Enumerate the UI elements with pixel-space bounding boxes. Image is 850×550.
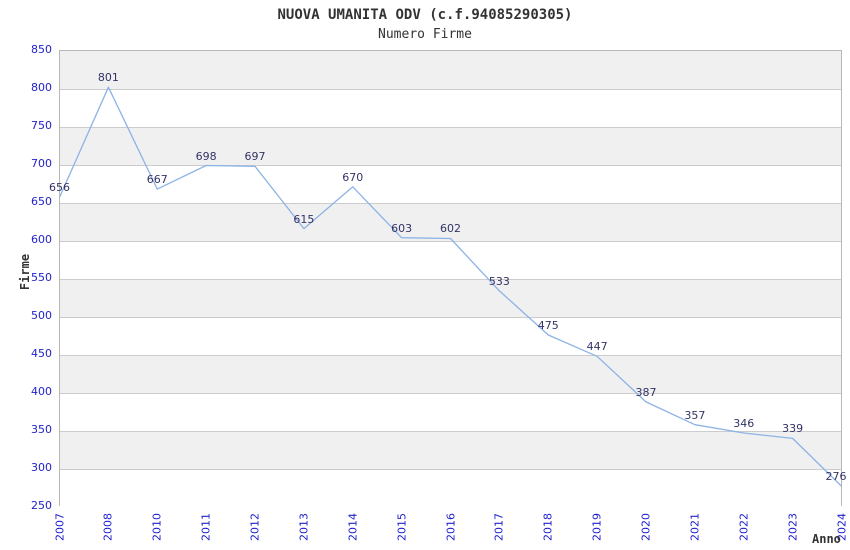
grid-line [60, 316, 841, 318]
x-tick-label: 2016 [444, 513, 457, 541]
value-label: 667 [146, 173, 168, 187]
value-label: 698 [195, 149, 217, 163]
grid-band [60, 469, 841, 507]
grid-line [60, 468, 841, 470]
value-label: 602 [440, 222, 461, 236]
grid-band [60, 431, 841, 469]
y-tick-label: 850 [31, 43, 52, 56]
grid-line [60, 126, 841, 128]
value-label: 615 [293, 212, 315, 226]
grid-band [60, 51, 841, 89]
x-tick-label: 2020 [639, 513, 653, 541]
y-axis-label: Firme [18, 253, 32, 291]
grid-band [60, 355, 841, 393]
y-tick-label: 400 [31, 385, 52, 398]
grid-band [60, 89, 841, 127]
x-tick-label: 2013 [297, 513, 311, 541]
grid-line [60, 278, 841, 280]
value-label: 603 [391, 221, 413, 235]
value-label: 801 [97, 71, 119, 85]
x-tick-label: 2010 [150, 513, 164, 541]
y-tick-label: 700 [31, 157, 52, 170]
x-tick-label: 2014 [346, 513, 360, 541]
value-label: 475 [537, 319, 559, 332]
series-line [60, 86, 841, 487]
grid-line [60, 88, 841, 90]
value-label: 339 [782, 422, 804, 436]
value-label: 447 [586, 340, 608, 354]
y-tick-label: 750 [31, 119, 52, 132]
value-label: 656 [49, 181, 70, 195]
value-label: 670 [342, 170, 364, 184]
x-tick-label: 2022 [737, 513, 751, 541]
grid-line [60, 164, 841, 166]
value-label: 387 [635, 385, 657, 399]
grid-band [60, 241, 841, 279]
x-tick-label: 2018 [541, 513, 555, 541]
y-tick-label: 450 [31, 347, 52, 360]
y-tick-label: 500 [31, 309, 52, 322]
x-tick-label: 2021 [688, 513, 702, 541]
y-tick-label: 350 [31, 423, 52, 436]
x-tick-label: 2011 [199, 513, 213, 541]
grid-band [60, 165, 841, 203]
plot-area [59, 50, 842, 507]
y-tick-label: 600 [31, 233, 52, 246]
x-tick-label: 2019 [590, 513, 604, 541]
chart-subtitle: Numero Firme [378, 27, 472, 42]
grid-line [60, 392, 841, 394]
y-tick-label: 300 [31, 461, 52, 474]
value-label: 697 [244, 150, 266, 164]
value-label: 357 [684, 408, 706, 422]
grid-line [60, 354, 841, 356]
chart-title: NUOVA UMANITA ODV (c.f.94085290305) [277, 7, 573, 23]
x-tick-label: 2023 [786, 513, 800, 541]
grid-band [60, 127, 841, 165]
line-series [60, 86, 841, 487]
x-tick-label: 2015 [395, 513, 409, 541]
grid-line [60, 240, 841, 242]
grid-line [60, 202, 841, 204]
grid-band [60, 279, 841, 317]
y-tick-label: 800 [31, 81, 52, 94]
x-tick-label: 2012 [248, 513, 262, 541]
value-label: 346 [733, 417, 755, 431]
grid-band [60, 393, 841, 431]
x-axis-label: Anno [812, 532, 841, 546]
x-tick-label: 2017 [492, 513, 506, 541]
y-tick-label: 250 [31, 499, 52, 512]
y-tick-label: 550 [31, 271, 52, 284]
grid-band [60, 203, 841, 241]
x-tick-label: 2007 [53, 513, 66, 541]
grid-band [60, 317, 841, 355]
x-tick-label: 2008 [101, 513, 115, 541]
value-label: 276 [825, 470, 847, 484]
grid-line [60, 430, 841, 432]
value-label: 533 [488, 274, 510, 288]
y-tick-label: 650 [31, 195, 52, 208]
